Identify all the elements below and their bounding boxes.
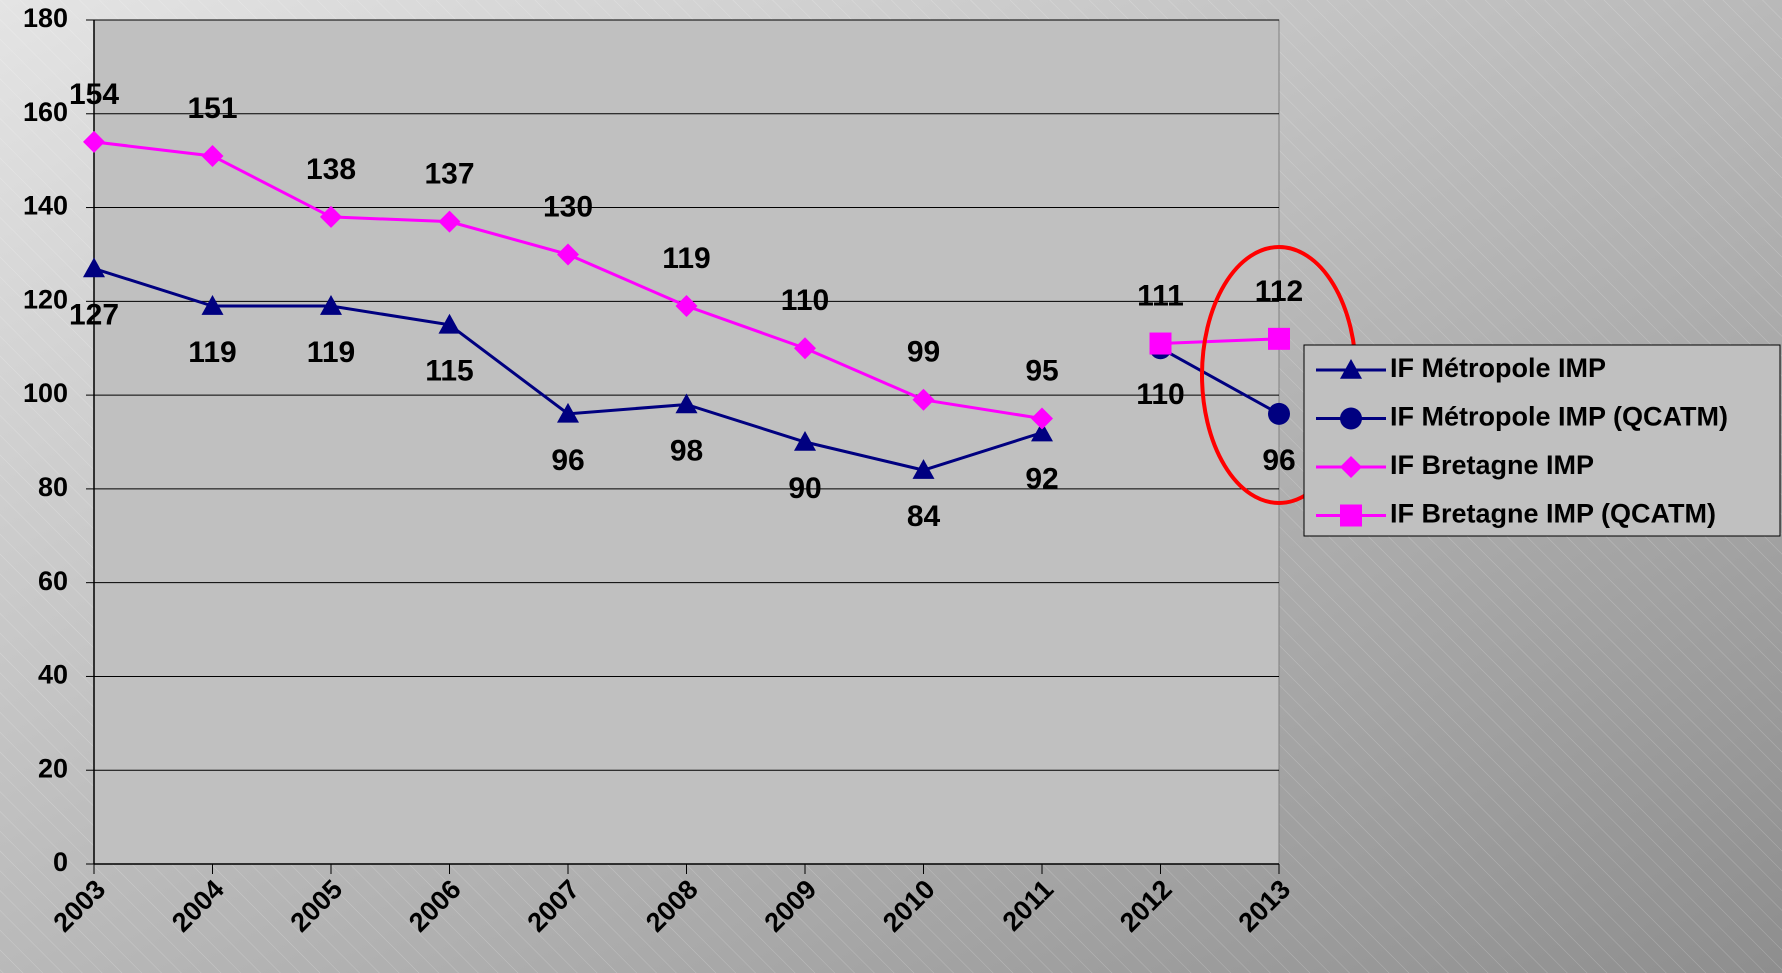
marker: [320, 205, 342, 228]
series-line: [1160, 337, 1280, 346]
data-label: 99: [907, 336, 940, 369]
marker: [438, 210, 461, 233]
marker: [1149, 332, 1172, 355]
marker: [1031, 407, 1053, 430]
marker: [83, 257, 105, 278]
marker: [320, 295, 342, 315]
data-label: 137: [424, 158, 474, 191]
data-label: 127: [69, 298, 119, 331]
marker: [675, 393, 698, 414]
y-tick-label: 0: [53, 847, 68, 877]
data-label: 92: [1025, 463, 1058, 496]
marker: [1268, 402, 1290, 425]
y-tick-label: 80: [38, 472, 68, 502]
y-tick-label: 140: [23, 191, 68, 221]
legend-label: IF Bretagne IMP (QCATM): [1390, 499, 1716, 529]
data-label: 110: [781, 284, 829, 317]
legend-label: IF Bretagne IMP: [1390, 450, 1594, 480]
plot-area: [93, 19, 1280, 865]
data-label: 90: [788, 472, 821, 505]
legend-label: IF Métropole IMP: [1390, 353, 1606, 383]
marker: [438, 313, 461, 334]
y-tick-label: 60: [38, 566, 68, 596]
data-label: 119: [662, 242, 710, 275]
data-label: 96: [551, 444, 584, 477]
y-tick-label: 180: [23, 3, 68, 33]
marker: [557, 402, 579, 423]
marker: [201, 144, 224, 167]
data-label: 151: [187, 92, 237, 125]
marker: [1268, 327, 1290, 350]
marker: [1340, 359, 1362, 379]
marker: [675, 295, 698, 318]
data-label: 95: [1025, 354, 1058, 387]
data-label: 112: [1255, 275, 1303, 308]
data-label: 110: [1136, 378, 1184, 411]
marker: [83, 130, 105, 153]
data-label: 119: [307, 336, 355, 369]
data-label: 130: [543, 190, 593, 223]
marker: [912, 459, 935, 479]
data-label: 84: [907, 500, 941, 533]
y-tick-label: 100: [23, 378, 68, 408]
data-label: 119: [188, 336, 236, 369]
marker: [1340, 407, 1362, 430]
marker: [1031, 421, 1053, 442]
marker: [557, 243, 579, 266]
data-label: 154: [69, 78, 119, 111]
marker: [912, 388, 935, 411]
data-label: 138: [306, 153, 356, 186]
data-label: 111: [1137, 279, 1184, 312]
y-tick-label: 40: [38, 660, 68, 690]
legend: [1303, 344, 1781, 537]
marker: [794, 431, 816, 451]
legend-label: IF Métropole IMP (QCATM): [1390, 402, 1728, 432]
y-tick-label: 160: [23, 97, 68, 127]
series-line: [1159, 346, 1280, 416]
y-tick-label: 20: [38, 753, 68, 783]
marker: [794, 337, 816, 360]
data-label: 98: [670, 434, 703, 467]
y-tick-label: 120: [23, 284, 68, 314]
data-label: 96: [1262, 444, 1295, 477]
marker: [1340, 456, 1362, 478]
data-label: 115: [425, 355, 473, 388]
marker: [1340, 504, 1362, 527]
marker: [201, 295, 224, 315]
